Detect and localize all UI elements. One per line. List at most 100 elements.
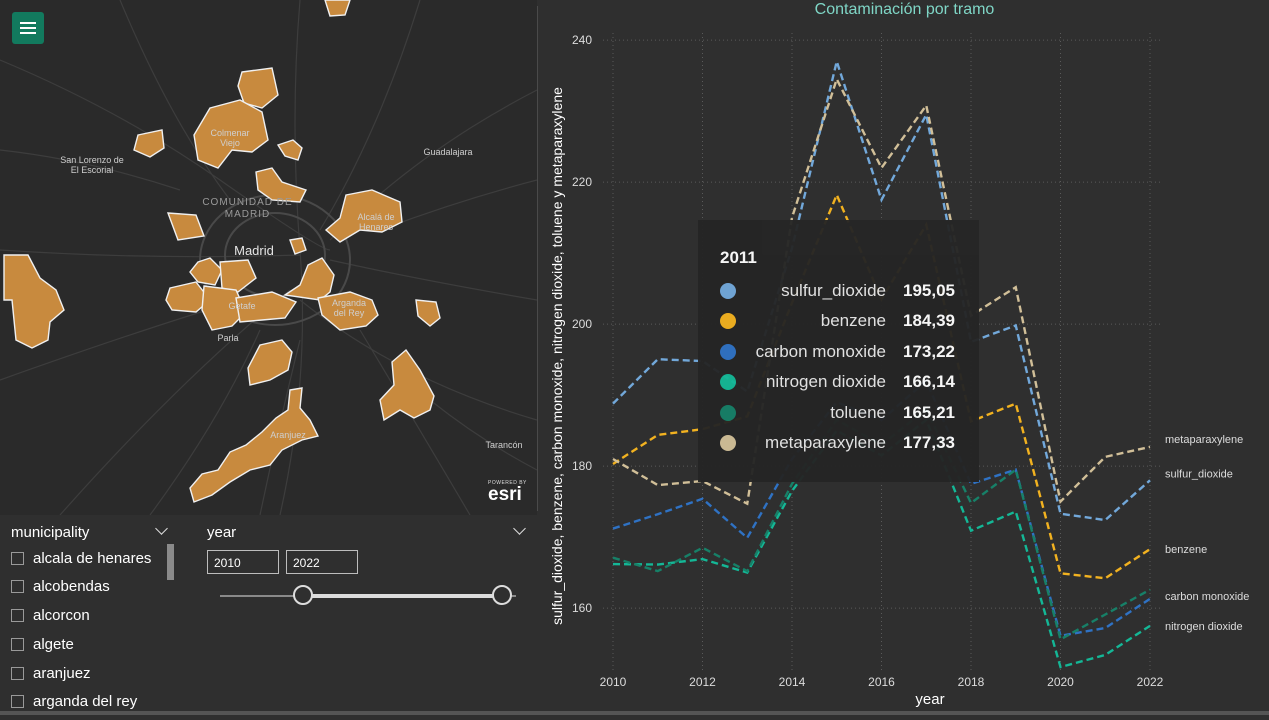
data-point[interactable]	[1103, 653, 1107, 657]
data-point[interactable]	[924, 113, 928, 117]
data-point[interactable]	[656, 563, 660, 567]
year-slider-start-handle[interactable]	[293, 585, 313, 605]
data-point[interactable]	[1059, 637, 1063, 641]
series-line-metaparaxylene[interactable]	[612, 76, 1151, 506]
map-label-madrid: Madrid	[234, 243, 274, 258]
data-point[interactable]	[745, 536, 749, 540]
checkbox[interactable]	[11, 666, 24, 680]
series-end-label: carbon monoxide	[1165, 591, 1249, 603]
series-end-label: sulfur_dioxide	[1165, 468, 1233, 480]
data-point[interactable]	[1148, 597, 1152, 601]
data-point[interactable]	[656, 569, 660, 573]
data-point[interactable]	[1014, 402, 1018, 406]
grid-layer	[603, 33, 1160, 672]
series-line-sulfur-dioxide[interactable]	[612, 56, 1151, 522]
municipality-item[interactable]: alcobendas	[11, 576, 110, 596]
checkbox[interactable]	[11, 579, 24, 593]
data-point[interactable]	[790, 216, 794, 220]
data-point[interactable]	[835, 77, 839, 81]
data-point[interactable]	[924, 103, 928, 107]
municipality-chevron-down-icon[interactable]	[155, 522, 168, 535]
data-point[interactable]	[1148, 624, 1152, 628]
map-canvas	[0, 0, 537, 515]
data-point[interactable]	[1103, 626, 1107, 630]
data-point[interactable]	[790, 482, 794, 486]
year-to-input[interactable]: 2022	[286, 550, 358, 574]
y-axis-title: sulfur_dioxide, benzene, carbon monoxide…	[549, 87, 565, 625]
data-point[interactable]	[969, 501, 973, 505]
data-point[interactable]	[701, 546, 705, 550]
data-point[interactable]	[835, 193, 839, 197]
data-point[interactable]	[656, 433, 660, 437]
data-point[interactable]	[1059, 512, 1063, 516]
year-slider-range	[303, 594, 502, 598]
data-point[interactable]	[1059, 500, 1063, 504]
year-chevron-down-icon[interactable]	[513, 522, 526, 535]
data-point[interactable]	[1014, 468, 1018, 472]
checkbox[interactable]	[11, 694, 24, 708]
x-tick-label: 2016	[868, 675, 895, 689]
data-point[interactable]	[1059, 665, 1063, 669]
chart-tooltip: 2011 sulfur_dioxide 195,05 benzene 184,39 …	[698, 220, 979, 482]
data-point[interactable]	[1148, 445, 1152, 449]
y-tick-label: 160	[572, 601, 592, 615]
data-point[interactable]	[656, 357, 660, 361]
hamburger-menu-icon[interactable]	[12, 12, 44, 44]
data-point[interactable]	[701, 497, 705, 501]
y-tick-label: 180	[572, 459, 592, 473]
data-point[interactable]	[1103, 455, 1107, 459]
data-point[interactable]	[745, 502, 749, 506]
municipality-item[interactable]: aranjuez	[11, 663, 91, 683]
map-label-colmenar: Colmenar Viejo	[210, 128, 250, 148]
municipality-shapes[interactable]	[3, 0, 441, 503]
data-point[interactable]	[611, 402, 615, 406]
data-point[interactable]	[656, 483, 660, 487]
map-view[interactable]: San Lorenzo de El Escorial Colmenar Viej…	[0, 0, 537, 515]
municipality-slicer-title: municipality	[11, 524, 90, 541]
data-point[interactable]	[1014, 285, 1018, 289]
map-label-getafe: Getafe	[228, 301, 256, 311]
x-tick-label: 2020	[1047, 675, 1074, 689]
data-point[interactable]	[611, 457, 615, 461]
data-point[interactable]	[969, 482, 973, 486]
data-point[interactable]	[1148, 547, 1152, 551]
data-point[interactable]	[611, 527, 615, 531]
data-point[interactable]	[1059, 571, 1063, 575]
tooltip-row: toluene 165,21	[698, 401, 979, 425]
y-tick-label: 240	[572, 33, 592, 47]
year-slider-end-handle[interactable]	[492, 585, 512, 605]
data-point[interactable]	[969, 529, 973, 533]
data-point[interactable]	[656, 512, 660, 516]
data-point[interactable]	[1148, 478, 1152, 482]
checkbox[interactable]	[11, 608, 24, 622]
tooltip-row: benzene 184,39	[698, 309, 979, 333]
data-point[interactable]	[1014, 510, 1018, 514]
data-point[interactable]	[880, 198, 884, 202]
checkbox[interactable]	[11, 551, 24, 565]
data-point[interactable]	[611, 462, 615, 466]
year-from-input[interactable]: 2010	[207, 550, 279, 574]
data-point[interactable]	[701, 557, 705, 561]
municipality-item[interactable]: arganda del rey	[11, 691, 137, 711]
map-label-san-lorenzo: San Lorenzo de El Escorial	[60, 155, 124, 175]
municipality-item[interactable]: algete	[11, 634, 74, 654]
data-point[interactable]	[611, 562, 615, 566]
esri-attribution: POWERED BY esri	[488, 480, 532, 504]
data-point[interactable]	[1014, 324, 1018, 328]
data-point[interactable]	[1103, 612, 1107, 616]
municipality-scrollbar[interactable]	[167, 544, 174, 580]
data-point[interactable]	[611, 556, 615, 560]
axis-layer: 160 180 200 220 240 2010 2012 2014 2016 2018 2020 2…	[572, 33, 1164, 689]
checkbox[interactable]	[11, 637, 24, 651]
data-point[interactable]	[1148, 588, 1152, 592]
series-dot-icon	[720, 283, 736, 299]
data-point[interactable]	[1103, 576, 1107, 580]
data-point[interactable]	[745, 569, 749, 573]
data-point[interactable]	[835, 59, 839, 63]
data-point[interactable]	[1103, 518, 1107, 522]
data-point[interactable]	[880, 166, 884, 170]
municipality-item[interactable]: alcala de henares	[11, 548, 151, 568]
municipality-item[interactable]: alcorcon	[11, 605, 90, 625]
tooltip-row: carbon monoxide 173,22	[698, 340, 979, 364]
data-point[interactable]	[790, 489, 794, 493]
